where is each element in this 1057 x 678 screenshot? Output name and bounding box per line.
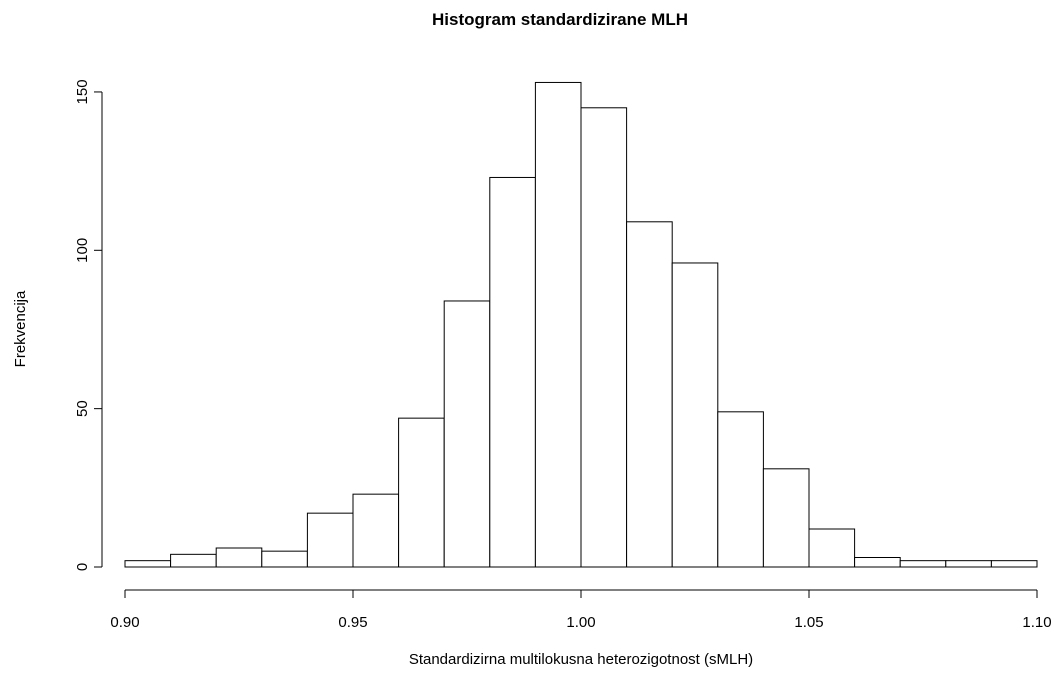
histogram-bar bbox=[124, 560, 172, 568]
histogram-bar bbox=[534, 81, 582, 568]
histogram-bars bbox=[124, 81, 1038, 568]
histogram-bar bbox=[489, 176, 536, 568]
histogram-bar bbox=[854, 557, 901, 568]
x-axis: 0.90 0.95 1.00 1.05 1.10 bbox=[110, 589, 1052, 631]
y-axis: 0 50 100 150 bbox=[74, 79, 103, 571]
histogram-bar bbox=[762, 468, 810, 568]
histogram-bar bbox=[580, 107, 628, 568]
x-axis-label: Standardizirna multilokusna heterozigotn… bbox=[409, 651, 753, 668]
histogram-bar bbox=[443, 300, 491, 568]
x-tick-label: 1.10 bbox=[1022, 614, 1051, 631]
histogram-bar bbox=[717, 411, 764, 568]
histogram-bar bbox=[215, 547, 263, 568]
x-tick-label: 1.00 bbox=[566, 614, 595, 631]
histogram-bar bbox=[398, 417, 445, 568]
histogram-bar bbox=[626, 221, 673, 568]
histogram-bar bbox=[306, 512, 354, 568]
y-axis-label: Frekvencija bbox=[12, 290, 29, 367]
y-tick-label: 0 bbox=[74, 563, 91, 571]
x-tick-label: 0.95 bbox=[338, 614, 367, 631]
x-tick-label: 0.90 bbox=[110, 614, 139, 631]
y-tick-label: 50 bbox=[74, 400, 91, 417]
histogram-bar bbox=[261, 550, 308, 568]
histogram-bar bbox=[352, 493, 400, 568]
chart-title: Histogram standardizirane MLH bbox=[432, 10, 688, 29]
histogram-bar bbox=[899, 560, 947, 568]
histogram-bar bbox=[170, 553, 217, 568]
histogram-bar bbox=[945, 560, 992, 568]
y-tick-label: 150 bbox=[74, 79, 91, 104]
histogram-bar bbox=[808, 528, 856, 568]
x-tick-label: 1.05 bbox=[794, 614, 823, 631]
histogram-bar bbox=[990, 560, 1038, 568]
y-tick-label: 100 bbox=[74, 238, 91, 263]
histogram-bar bbox=[671, 262, 719, 568]
